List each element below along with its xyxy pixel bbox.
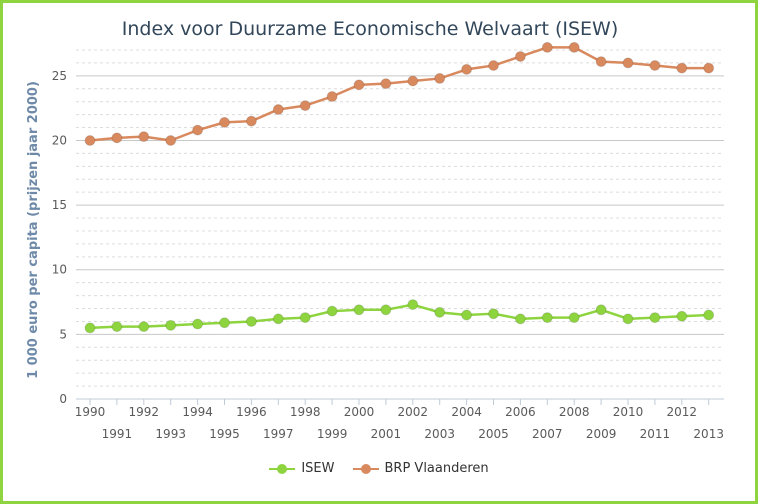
x-tick-label: 1996	[236, 405, 267, 419]
x-tick-label: 2009	[586, 427, 617, 441]
x-tick-label: 1998	[290, 405, 321, 419]
data-point-isew[interactable]	[514, 313, 526, 325]
data-point-isew[interactable]	[219, 317, 230, 329]
data-point-isew[interactable]	[299, 312, 311, 324]
data-point-isew[interactable]	[676, 310, 688, 322]
y-axis-label: 1 000 euro per capita (prijzen jaar 2000…	[26, 81, 41, 379]
x-tick-label: 1995	[209, 427, 240, 441]
data-point-brp[interactable]	[461, 63, 473, 75]
x-tick-label: 1992	[129, 405, 160, 419]
x-tick-label: 2002	[398, 405, 429, 419]
y-tick-label: 25	[52, 69, 67, 83]
series-line-isew	[89, 303, 709, 330]
data-point-brp[interactable]	[111, 132, 123, 144]
x-tick-label: 2006	[505, 405, 536, 419]
x-tick-label: 1994	[182, 405, 213, 419]
data-point-brp[interactable]	[676, 62, 688, 74]
y-tick-label: 5	[59, 327, 67, 341]
data-point-isew[interactable]	[407, 299, 419, 311]
chart-title: Index voor Duurzame Economische Welvaart…	[121, 18, 619, 40]
y-tick-label: 10	[52, 263, 67, 277]
data-point-isew[interactable]	[326, 305, 338, 317]
y-tick-label: 0	[59, 392, 67, 406]
x-tick-label: 1997	[263, 427, 294, 441]
data-point-brp[interactable]	[380, 78, 392, 90]
data-point-isew[interactable]	[568, 312, 580, 324]
x-tick-label: 2013	[693, 427, 724, 441]
data-point-isew[interactable]	[541, 312, 553, 324]
data-point-isew[interactable]	[192, 318, 204, 330]
data-point-brp[interactable]	[541, 41, 553, 53]
x-tick-label: 2005	[478, 427, 509, 441]
legend-isew-label: ISEW	[301, 461, 335, 476]
legend-brp-label: BRP Vlaanderen	[384, 461, 489, 476]
x-tick-label: 2011	[640, 427, 671, 441]
data-point-isew[interactable]	[434, 306, 446, 318]
data-point-brp[interactable]	[488, 60, 499, 72]
x-tick-label: 2003	[424, 427, 455, 441]
series-line-brp	[89, 46, 709, 142]
data-point-brp[interactable]	[595, 56, 607, 68]
legend: ISEW BRP Vlaanderen	[0, 461, 758, 476]
data-point-brp[interactable]	[138, 131, 150, 143]
data-point-isew[interactable]	[165, 319, 177, 331]
data-point-brp[interactable]	[84, 134, 96, 146]
data-point-isew[interactable]	[245, 315, 257, 327]
data-point-brp[interactable]	[514, 50, 526, 62]
legend-isew-marker	[269, 463, 296, 475]
x-tick-label: 2001	[371, 427, 402, 441]
data-point-brp[interactable]	[245, 115, 257, 127]
data-point-brp[interactable]	[434, 72, 446, 84]
legend-item-isew[interactable]: ISEW	[269, 461, 335, 476]
data-point-isew[interactable]	[703, 309, 715, 321]
data-point-brp[interactable]	[272, 103, 284, 115]
data-point-brp[interactable]	[407, 75, 419, 87]
data-point-brp[interactable]	[165, 134, 177, 146]
x-tick-label: 2010	[613, 405, 644, 419]
data-point-isew[interactable]	[595, 304, 607, 316]
data-point-isew[interactable]	[488, 308, 499, 320]
x-tick-label: 1993	[155, 427, 186, 441]
x-tick-label: 2008	[559, 405, 590, 419]
data-point-brp[interactable]	[622, 57, 634, 69]
x-tick-label: 2012	[667, 405, 698, 419]
data-point-brp[interactable]	[703, 62, 715, 74]
x-tick-label: 1991	[102, 427, 133, 441]
data-point-isew[interactable]	[380, 304, 392, 316]
y-tick-label: 20	[52, 133, 67, 147]
y-tick-label: 15	[52, 198, 67, 212]
x-tick-label: 2000	[344, 405, 375, 419]
data-point-brp[interactable]	[219, 116, 230, 128]
x-tick-label: 1999	[317, 427, 348, 441]
data-point-brp[interactable]	[299, 100, 311, 112]
legend-brp-marker	[352, 463, 379, 475]
data-point-isew[interactable]	[138, 321, 150, 333]
data-point-brp[interactable]	[649, 60, 661, 72]
data-point-isew[interactable]	[353, 304, 365, 316]
data-point-brp[interactable]	[192, 124, 204, 136]
x-tick-label: 2007	[532, 427, 563, 441]
data-point-brp[interactable]	[353, 79, 365, 91]
legend-item-brp[interactable]: BRP Vlaanderen	[352, 461, 489, 476]
data-point-isew[interactable]	[649, 312, 661, 324]
data-point-brp[interactable]	[326, 91, 338, 103]
data-point-isew[interactable]	[111, 321, 123, 333]
data-point-isew[interactable]	[84, 322, 96, 334]
x-tick-label: 1990	[75, 405, 106, 419]
data-point-isew[interactable]	[461, 309, 473, 321]
x-tick-label: 2004	[451, 405, 482, 419]
data-point-isew[interactable]	[272, 313, 284, 325]
data-point-brp[interactable]	[568, 41, 580, 53]
data-point-isew[interactable]	[622, 313, 634, 325]
